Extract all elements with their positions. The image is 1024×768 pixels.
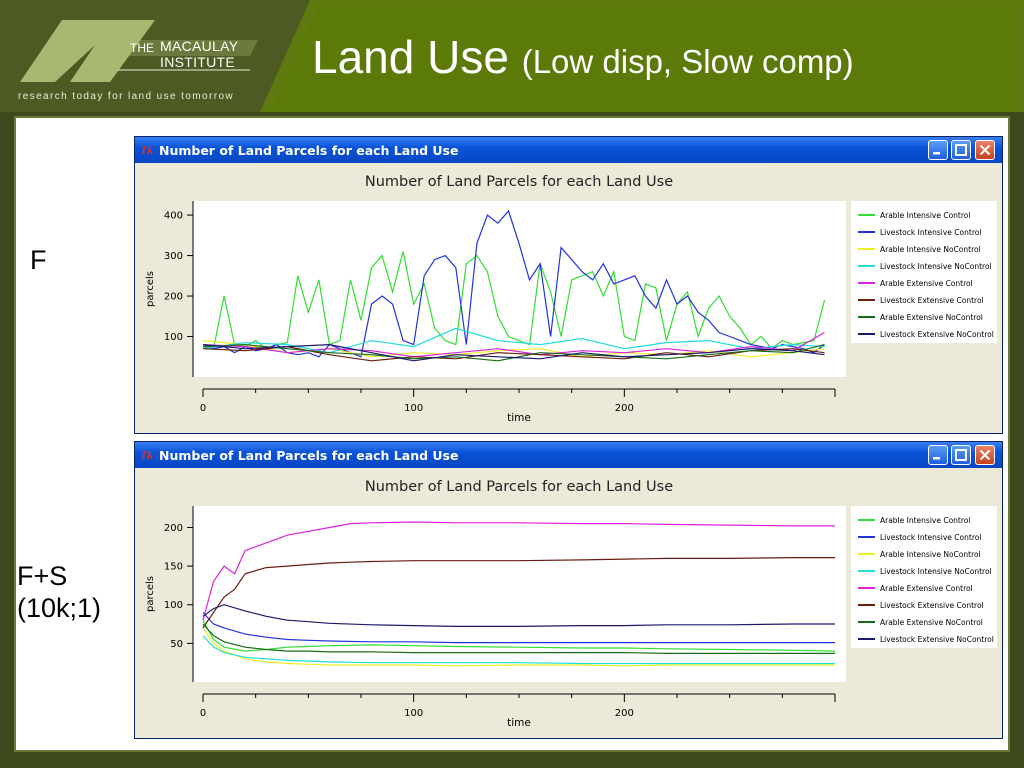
logo-name-line2: INSTITUTE — [160, 54, 236, 70]
title-main: Land Use — [312, 31, 509, 83]
x-axis-label: time — [507, 717, 531, 729]
y-tick-label: 400 — [164, 211, 183, 222]
series-line — [202, 327, 825, 354]
legend-label: Livestock Extensive Control — [880, 296, 984, 305]
y-tick-label: 100 — [164, 332, 183, 343]
legend-label: Livestock Intensive NoControl — [880, 567, 992, 576]
macaulay-logo-icon — [20, 20, 258, 82]
series-line — [202, 343, 825, 362]
series-line — [202, 556, 835, 629]
close-icon — [979, 449, 991, 461]
minimize-button[interactable] — [928, 140, 948, 160]
legend-box — [851, 201, 997, 343]
window-titlebar[interactable]: Tk Number of Land Parcels for each Land … — [135, 137, 1002, 163]
logo-name-line1: MACAULAY — [160, 38, 239, 54]
series-line — [202, 209, 825, 358]
x-tick-label: 200 — [615, 708, 634, 719]
series-line — [202, 604, 835, 627]
y-tick-label: 100 — [164, 600, 183, 611]
chart-title: Number of Land Parcels for each Land Use — [365, 479, 673, 495]
minimize-icon — [933, 152, 940, 155]
chart-window-top: Tk Number of Land Parcels for each Land … — [134, 136, 1003, 434]
minimize-button[interactable] — [928, 445, 948, 465]
label-bottom-line2: (10k;1) — [17, 593, 102, 623]
series-line — [202, 343, 825, 362]
series-line — [202, 612, 835, 644]
window-title: Number of Land Parcels for each Land Use — [159, 448, 459, 463]
legend-label: Arable Extensive NoControl — [880, 618, 983, 627]
close-button[interactable] — [975, 140, 995, 160]
maximize-icon — [955, 449, 967, 461]
x-tick-label: 100 — [404, 403, 423, 414]
legend-label: Arable Extensive Control — [880, 279, 973, 288]
series-line — [202, 635, 835, 665]
legend-label: Arable Extensive NoControl — [880, 313, 983, 322]
window-title: Number of Land Parcels for each Land Use — [159, 143, 459, 158]
chart-top: Number of Land Parcels for each Land Use… — [145, 174, 997, 424]
legend-label: Arable Intensive NoControl — [880, 245, 981, 254]
x-tick-label: 200 — [615, 403, 634, 414]
x-tick-label: 0 — [200, 403, 206, 414]
y-tick-label: 50 — [170, 639, 183, 650]
maximize-button[interactable] — [951, 140, 971, 160]
label-top: F — [30, 245, 47, 275]
series-line — [202, 619, 836, 652]
chart-title: Number of Land Parcels for each Land Use — [365, 174, 673, 190]
legend-label: Arable Intensive Control — [880, 516, 970, 525]
window-titlebar[interactable]: Tk Number of Land Parcels for each Land … — [135, 442, 1002, 468]
y-tick-label: 300 — [164, 251, 183, 262]
logo-the: THE — [130, 41, 154, 55]
slide-header: THE MACAULAY INSTITUTE research today fo… — [0, 0, 1024, 112]
legend-label: Arable Extensive Control — [880, 584, 973, 593]
series-line — [202, 251, 826, 350]
x-axis-label: time — [507, 412, 531, 424]
y-axis-label: parcels — [145, 576, 156, 612]
series-line — [202, 521, 835, 621]
plot-background — [193, 506, 846, 682]
maximize-icon — [955, 144, 967, 156]
y-axis-label: parcels — [145, 271, 156, 307]
logo-tagline: research today for land use tomorrow — [18, 91, 235, 102]
legend-label: Livestock Extensive Control — [880, 601, 984, 610]
series-line — [202, 627, 835, 667]
legend-label: Livestock Extensive NoControl — [880, 635, 994, 644]
legend-label: Arable Intensive Control — [880, 211, 970, 220]
label-bottom: F+S (10k;1) — [17, 560, 101, 624]
x-tick-label: 100 — [404, 708, 423, 719]
minimize-icon — [933, 457, 940, 460]
y-tick-label: 200 — [164, 523, 183, 534]
tk-icon: Tk — [140, 143, 154, 157]
legend-label: Livestock Intensive Control — [880, 533, 981, 542]
title-sub: (Low disp, Slow comp) — [521, 43, 854, 80]
y-tick-label: 150 — [164, 562, 183, 573]
series-line — [202, 623, 835, 654]
x-tick-label: 0 — [200, 708, 206, 719]
tk-icon: Tk — [140, 448, 154, 462]
close-icon — [979, 144, 991, 156]
chart-window-bottom: Tk Number of Land Parcels for each Land … — [134, 441, 1003, 739]
maximize-button[interactable] — [951, 445, 971, 465]
slide-title: Land Use (Low disp, Slow comp) — [312, 30, 854, 84]
legend-label: Livestock Intensive NoControl — [880, 262, 992, 271]
y-tick-label: 200 — [164, 292, 183, 303]
legend-label: Livestock Extensive NoControl — [880, 330, 994, 339]
label-bottom-line1: F+S — [17, 561, 68, 591]
logo-name: MACAULAY INSTITUTE — [160, 38, 238, 70]
legend-box — [851, 506, 997, 648]
header-background — [0, 0, 1024, 112]
close-button[interactable] — [975, 445, 995, 465]
legend-label: Livestock Intensive Control — [880, 228, 981, 237]
legend-label: Arable Intensive NoControl — [880, 550, 981, 559]
chart-bottom: Number of Land Parcels for each Land Use… — [145, 479, 997, 729]
